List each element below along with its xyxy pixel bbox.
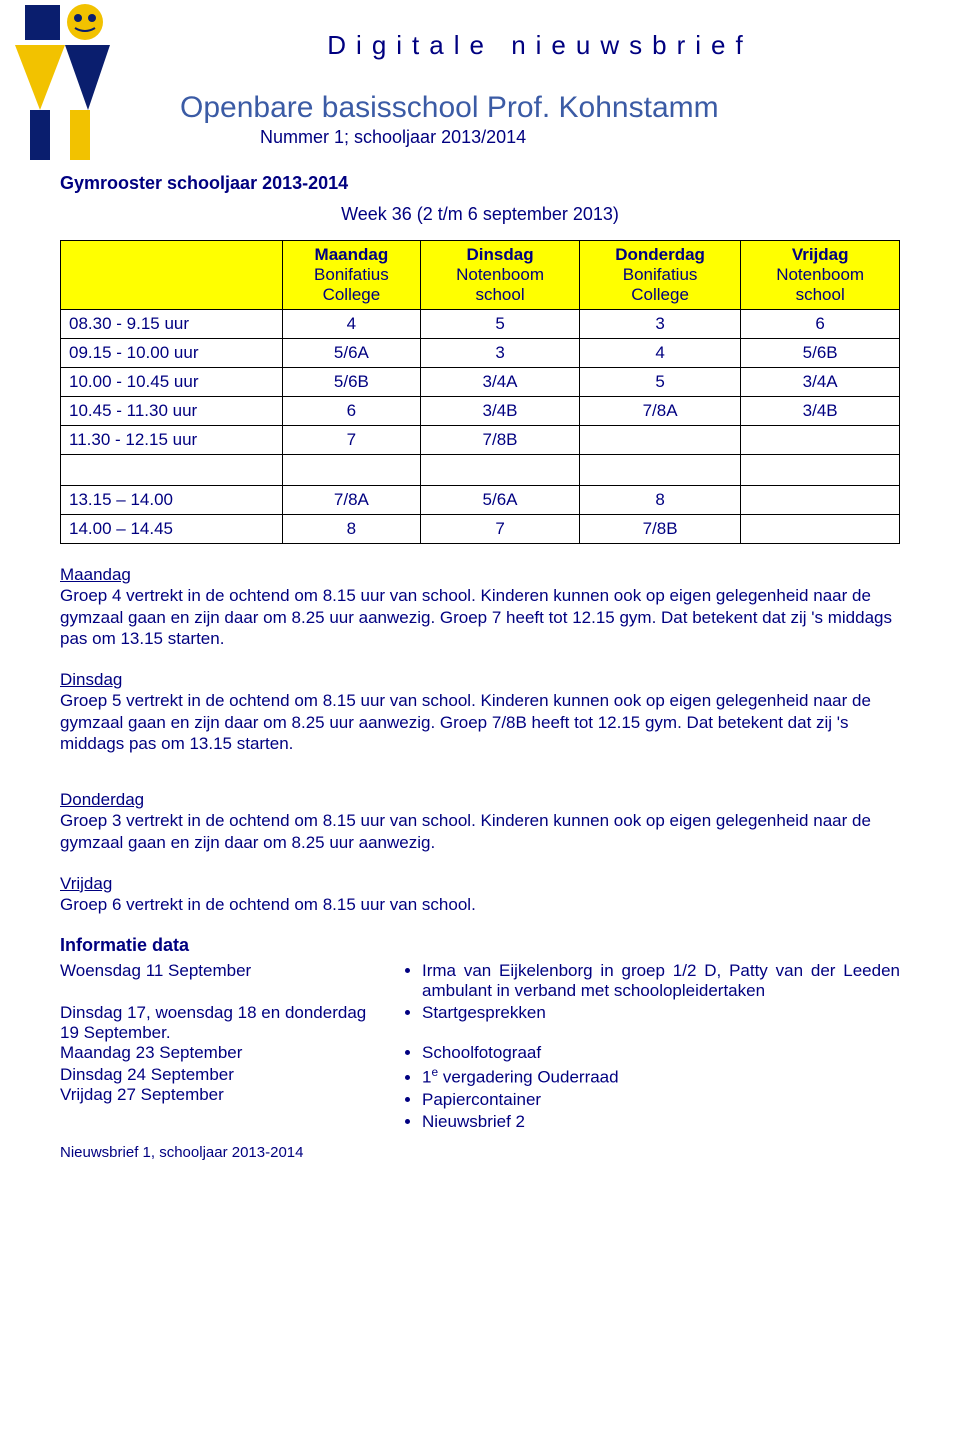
gym-header-row: Maandag Bonifatius College Dinsdag Noten…: [61, 241, 900, 310]
info-right-0: Irma van Eijkelenborg in groep 1/2 D, Pa…: [400, 961, 900, 1003]
info-bullet: Startgesprekken: [422, 1003, 900, 1023]
gym-cell: 5: [421, 310, 580, 339]
table-row: 13.15 – 14.007/8A5/6A8: [61, 486, 900, 515]
info-left-3: Dinsdag 24 September Vrijdag 27 Septembe…: [60, 1065, 380, 1134]
maandag-block: Maandag Groep 4 vertrekt in de ochtend o…: [60, 564, 900, 649]
gym-cell: 5/6A: [421, 486, 580, 515]
col-loc: school: [429, 285, 571, 305]
gym-cell: 5/6B: [282, 368, 421, 397]
gym-cell: 7: [282, 426, 421, 455]
gym-cell: 4: [282, 310, 421, 339]
gym-cell: [741, 486, 900, 515]
gym-cell: 4: [579, 339, 740, 368]
info-left-1: Dinsdag 17, woensdag 18 en donderdag 19 …: [60, 1003, 380, 1043]
info-left-text: Vrijdag 27 September: [60, 1085, 224, 1104]
donderdag-heading: Donderdag: [60, 790, 144, 809]
school-logo: [10, 0, 120, 170]
dinsdag-text: Groep 5 vertrekt in de ochtend om 8.15 u…: [60, 691, 871, 753]
week-line: Week 36 (2 t/m 6 september 2013): [60, 204, 900, 225]
vrijdag-block: Vrijdag Groep 6 vertrekt in de ochtend o…: [60, 873, 900, 916]
col-loc: College: [588, 285, 732, 305]
gym-cell: [741, 515, 900, 544]
gym-cell: 7: [421, 515, 580, 544]
time-cell: 14.00 – 14.45: [61, 515, 283, 544]
col-day: Vrijdag: [749, 245, 891, 265]
col-day: Maandag: [291, 245, 413, 265]
info-right-2: Schoolfotograaf: [400, 1043, 900, 1065]
gym-cell: 3/4A: [421, 368, 580, 397]
vrijdag-heading: Vrijdag: [60, 874, 112, 893]
maandag-text: Groep 4 vertrekt in de ochtend om 8.15 u…: [60, 586, 892, 648]
gym-cell: 8: [579, 486, 740, 515]
info-left-2: Maandag 23 September: [60, 1043, 380, 1065]
table-row: 14.00 – 14.45877/8B: [61, 515, 900, 544]
gym-cell: 7/8A: [282, 486, 421, 515]
time-cell: 10.45 - 11.30 uur: [61, 397, 283, 426]
gym-cell: 6: [741, 310, 900, 339]
footer-text: Nieuwsbrief 1, schooljaar 2013-2014: [60, 1144, 900, 1161]
col-loc: Notenboom: [429, 265, 571, 285]
info-bullet: Schoolfotograaf: [422, 1043, 900, 1063]
info-bullet: Irma van Eijkelenborg in groep 1/2 D, Pa…: [422, 961, 900, 1001]
info-left-text: Dinsdag 24 September: [60, 1065, 234, 1084]
gym-cell: 7/8B: [579, 515, 740, 544]
gym-cell: 5: [579, 368, 740, 397]
gym-cell: 5/6A: [282, 339, 421, 368]
info-bullet: Nieuwsbrief 2: [422, 1112, 900, 1132]
col-loc: Notenboom: [749, 265, 891, 285]
dinsdag-block: Dinsdag Groep 5 vertrekt in de ochtend o…: [60, 669, 900, 754]
time-cell: 10.00 - 10.45 uur: [61, 368, 283, 397]
gym-cell: 3/4B: [741, 397, 900, 426]
gym-section-title: Gymrooster schooljaar 2013-2014: [60, 173, 900, 194]
gym-cell: [579, 426, 740, 455]
table-row: 11.30 - 12.15 uur77/8B: [61, 426, 900, 455]
time-cell: 09.15 - 10.00 uur: [61, 339, 283, 368]
info-grid: Woensdag 11 September Irma van Eijkelenb…: [60, 961, 900, 1134]
col-loc: Bonifatius: [291, 265, 413, 285]
gym-cell: 5/6B: [741, 339, 900, 368]
gym-cell: 8: [282, 515, 421, 544]
table-row: 08.30 - 9.15 uur4536: [61, 310, 900, 339]
vrijdag-text: Groep 6 vertrekt in de ochtend om 8.15 u…: [60, 895, 476, 914]
gym-cell: 3: [579, 310, 740, 339]
table-row: 10.00 - 10.45 uur5/6B3/4A53/4A: [61, 368, 900, 397]
donderdag-text: Groep 3 vertrekt in de ochtend om 8.15 u…: [60, 811, 871, 851]
info-bullet: 1e vergadering Ouderraad: [422, 1065, 900, 1088]
gym-cell: 7/8A: [579, 397, 740, 426]
col-loc: Bonifatius: [588, 265, 732, 285]
info-left-0: Woensdag 11 September: [60, 961, 380, 1003]
subtitle: Openbare basisschool Prof. Kohnstamm: [180, 91, 900, 125]
subline: Nummer 1; schooljaar 2013/2014: [260, 127, 900, 148]
col-loc: College: [291, 285, 413, 305]
gym-cell: [741, 426, 900, 455]
title-letterspaced: Digitale nieuwsbrief: [180, 30, 900, 61]
time-cell: 13.15 – 14.00: [61, 486, 283, 515]
donderdag-block: Donderdag Groep 3 vertrekt in de ochtend…: [60, 789, 900, 853]
info-right-3: 1e vergadering Ouderraad Papiercontainer…: [400, 1065, 900, 1134]
time-cell: 08.30 - 9.15 uur: [61, 310, 283, 339]
col-day: Donderdag: [588, 245, 732, 265]
col-loc: school: [749, 285, 891, 305]
gym-cell: 6: [282, 397, 421, 426]
gym-table: Maandag Bonifatius College Dinsdag Noten…: [60, 240, 900, 544]
table-row: 10.45 - 11.30 uur63/4B7/8A3/4B: [61, 397, 900, 426]
gym-cell: 3/4A: [741, 368, 900, 397]
dinsdag-heading: Dinsdag: [60, 670, 122, 689]
info-title: Informatie data: [60, 935, 900, 956]
info-bullet: Papiercontainer: [422, 1090, 900, 1110]
gym-cell: 7/8B: [421, 426, 580, 455]
gym-cell: 3/4B: [421, 397, 580, 426]
table-row: 09.15 - 10.00 uur5/6A345/6B: [61, 339, 900, 368]
col-day: Dinsdag: [429, 245, 571, 265]
maandag-heading: Maandag: [60, 565, 131, 584]
table-spacer: [61, 455, 900, 486]
time-cell: 11.30 - 12.15 uur: [61, 426, 283, 455]
info-right-1: Startgesprekken: [400, 1003, 900, 1043]
gym-cell: 3: [421, 339, 580, 368]
